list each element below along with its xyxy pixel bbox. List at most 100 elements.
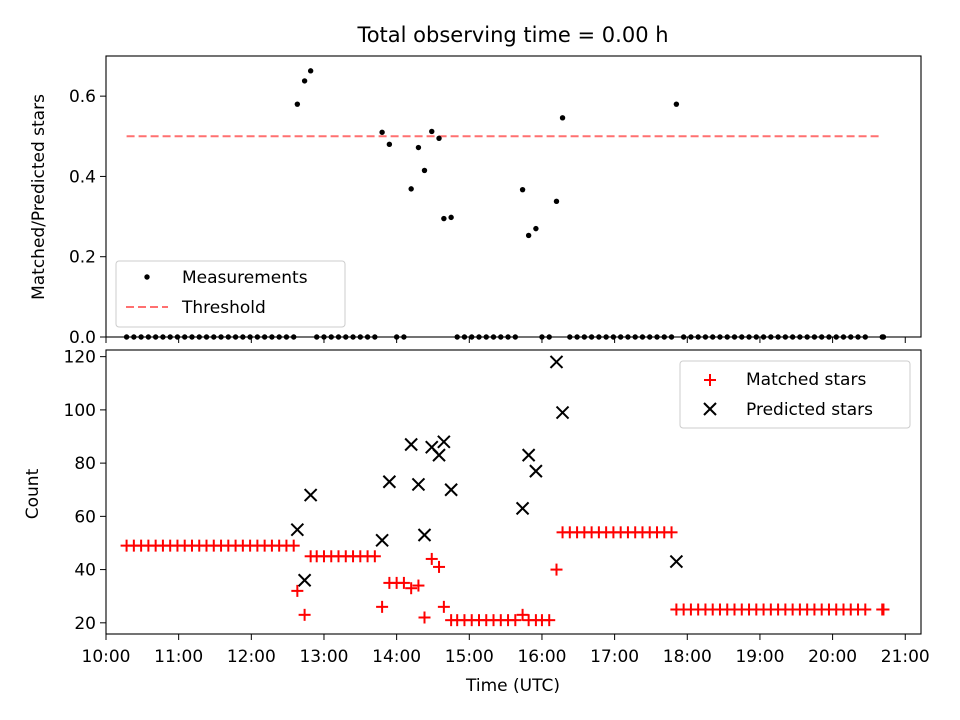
measurement-point (386, 141, 393, 148)
predicted-star-point (529, 464, 543, 478)
matched-star-point (298, 608, 311, 621)
bottom-y-tick-label: 120 (64, 348, 96, 368)
predicted-star-point (444, 483, 458, 497)
measurement-point (421, 167, 428, 174)
predicted-star-point (555, 405, 570, 420)
top-y-tick-label: 0.4 (69, 167, 96, 187)
matched-star-point (437, 600, 450, 613)
bottom-axes-frame (105, 349, 922, 635)
legend-matched-marker (704, 374, 716, 386)
predicted-star-point (404, 437, 418, 452)
matched-star-point (859, 603, 872, 616)
x-tick-label: 18:00 (663, 647, 712, 667)
x-tick-label: 15:00 (445, 647, 494, 667)
matched-star-point (418, 611, 431, 624)
legend-predicted-label: Predicted stars (746, 400, 873, 420)
top-y-axis: 0.0 0.2 0.4 0.6 (69, 87, 106, 348)
bottom-y-tick-label: 100 (64, 401, 96, 421)
measurement-point (429, 128, 435, 135)
bottom-x-axis: 10:00 11:00 12:00 13:00 14:00 15:00 16:00 17:00… (82, 634, 930, 667)
bottom-y-tick-label: 20 (74, 614, 96, 634)
matched-star-point (425, 552, 438, 565)
legend-threshold-label: Threshold (181, 298, 266, 318)
x-tick-label: 21:00 (881, 647, 930, 667)
measurement-point (379, 129, 385, 135)
bottom-legend: Matched stars Predicted stars (679, 360, 911, 429)
matched-star-point (287, 539, 300, 552)
x-axis-label: Time (UTC) (465, 676, 560, 696)
matched-star-point (291, 584, 304, 597)
legend-predicted-marker-b (703, 402, 717, 416)
predicted-star-point (411, 477, 426, 492)
matched-star-point (397, 576, 410, 589)
x-tick-label: 20:00 (808, 647, 857, 667)
bottom-legend-box (679, 360, 911, 429)
predicted-star-point (303, 488, 318, 502)
predicted-star-point (437, 435, 451, 449)
legend-predicted-marker (703, 402, 717, 416)
measurement-point (673, 101, 680, 107)
x-tick-label: 16:00 (517, 647, 566, 667)
top-legend-box (115, 260, 346, 328)
predicted-star-point (290, 522, 305, 537)
measurement-point (553, 198, 560, 205)
predicted-star-point (521, 448, 536, 462)
measurement-point (307, 68, 314, 74)
bottom-y-tick-label: 80 (74, 454, 96, 474)
top-y-tick-label: 0.0 (69, 328, 96, 348)
measurement-point (525, 232, 532, 239)
measurement-point (301, 78, 308, 84)
measurement-point (415, 144, 422, 151)
measurement-point (519, 186, 526, 193)
top-legend: Measurements Threshold (115, 260, 346, 328)
top-panel: Matched/Predicted stars 0.0 0.2 0.4 0.6 Mea… (29, 55, 922, 348)
x-tick-label: 11:00 (154, 647, 203, 667)
bottom-y-axis: 20 40 60 80 100 120 (64, 348, 106, 634)
bottom-y-axis-label: Count (23, 468, 43, 519)
top-axes-frame (105, 55, 922, 338)
measurement-point (294, 101, 301, 107)
predicted-star-point (297, 573, 312, 587)
measurement-point (448, 214, 454, 221)
measurement-point (559, 115, 566, 121)
measurement-point (408, 186, 414, 192)
bottom-y-tick-label: 60 (74, 507, 96, 527)
matched-star-point (376, 600, 389, 613)
legend-measurements-marker (144, 274, 150, 280)
top-y-axis-label: Matched/Predicted stars (29, 94, 49, 300)
bottom-panel: Count 20 40 60 80 100 120 10:00 11:00 12:00 13:0… (23, 348, 930, 696)
predicted-star-point (382, 475, 397, 489)
bottom-marks (120, 355, 890, 627)
matched-star-point (550, 563, 563, 576)
matched-star-point (543, 614, 556, 627)
legend-measurements-label: Measurements (182, 268, 308, 288)
x-tick-label: 17:00 (590, 647, 639, 667)
top-y-tick-label: 0.6 (69, 87, 96, 107)
chart-title: Total observing time = 0.00 h (356, 23, 668, 47)
x-tick-label: 19:00 (735, 647, 784, 667)
matched-star-point (665, 526, 678, 539)
matched-star-point (877, 603, 890, 616)
matched-star-point (412, 579, 425, 592)
matched-star-point (433, 560, 446, 573)
predicted-star-point (432, 448, 446, 462)
x-tick-label: 13:00 (299, 647, 348, 667)
x-tick-label: 10:00 (82, 647, 131, 667)
measurement-point (436, 135, 442, 141)
x-tick-label: 14:00 (372, 647, 421, 667)
predicted-star-point (417, 528, 432, 542)
matched-star-point (516, 608, 529, 621)
legend-matched-label: Matched stars (746, 370, 866, 390)
bottom-y-tick-label: 40 (74, 561, 96, 581)
top-y-tick-label: 0.2 (69, 248, 96, 268)
predicted-star-point (375, 533, 389, 548)
matched-star-point (509, 614, 522, 627)
predicted-star-point (669, 554, 684, 569)
predicted-star-point (515, 501, 530, 516)
x-tick-label: 12:00 (227, 647, 276, 667)
measurement-point (533, 225, 539, 232)
measurement-point (441, 215, 447, 222)
matched-star-point (405, 582, 418, 595)
matched-star-point (368, 550, 381, 563)
